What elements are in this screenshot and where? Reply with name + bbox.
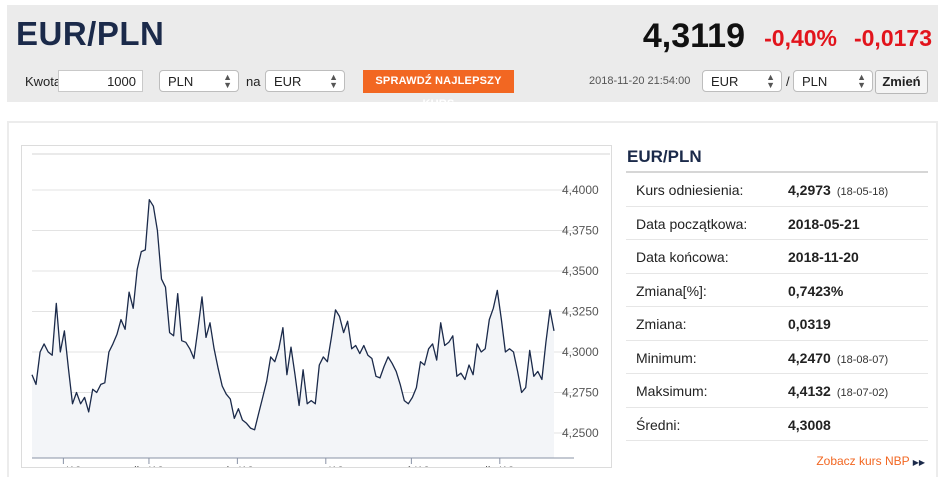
info-label: Średni:: [636, 416, 681, 433]
current-rate: 4,3119: [642, 17, 745, 55]
quote-currency-value: PLN: [802, 74, 828, 89]
info-value-text: 4,3008: [788, 416, 831, 433]
info-title: EUR/PLN: [626, 145, 928, 173]
info-label: Zmiana:: [636, 316, 687, 332]
info-row: Zmiana[%]: 0,7423%: [626, 274, 928, 307]
info-label: Data początkowa:: [636, 215, 748, 232]
y-tick-label: 4,4000: [562, 183, 599, 197]
info-value-text: 0,7423%: [788, 282, 844, 299]
info-table: Kurs odniesienia: 4,2973 (18-05-18) Data po…: [626, 173, 928, 441]
info-label: Maksimum:: [636, 383, 708, 399]
y-tick-label: 4,3500: [562, 264, 599, 278]
to-currency-value: EUR: [274, 74, 302, 89]
info-value: 4,3008: [788, 417, 831, 433]
info-row: Maksimum: 4,4132 (18-07-02): [626, 374, 928, 408]
info-label: Minimum:: [636, 349, 697, 366]
info-value-text: 0,0319: [788, 316, 831, 332]
select-arrows-icon: ▲ ▼: [766, 72, 775, 90]
y-tick-label: 4,3750: [562, 224, 599, 238]
base-currency-value: EUR: [711, 74, 739, 89]
y-tick-label: 4,3250: [562, 305, 599, 319]
info-date: (18-08-07): [836, 353, 889, 366]
pair-separator: /: [786, 74, 790, 89]
x-tick-label: sie '18: [221, 466, 254, 467]
pair-title: EUR/PLN: [16, 15, 165, 52]
change-pair-button[interactable]: Zmień: [875, 70, 928, 94]
info-value-text: 4,4132: [788, 383, 831, 399]
info-panel: EUR/PLN Kurs odniesienia: 4,2973 (18-05-18…: [626, 145, 928, 441]
quote-currency-select[interactable]: PLN ▲ ▼: [793, 70, 873, 92]
info-row: Zmiana: 0,0319: [626, 307, 928, 341]
info-label: Kurs odniesienia:: [636, 182, 744, 198]
amount-label: Kwota: [25, 74, 62, 89]
double-arrow-right-icon: ▶▶: [912, 458, 925, 467]
from-currency-value: PLN: [168, 74, 194, 89]
y-tick-label: 4,2500: [562, 426, 599, 440]
info-row: Kurs odniesienia: 4,2973 (18-05-18): [626, 173, 928, 207]
converter-bar: Kwota 1000 PLN ▲ ▼ na EUR ▲ ▼ SPRAWDŹ NAJL…: [7, 70, 938, 110]
info-value: 4,4132 (18-07-02): [788, 383, 888, 399]
main-panel: 4,2500 4,2750 4,3000 4,3250 4,3500 4,3750 4,40…: [7, 121, 938, 477]
nbp-rate-link[interactable]: Zobacz kurs NBP ▶▶: [816, 454, 925, 468]
info-value: 2018-05-21: [788, 216, 860, 232]
info-value: 4,2470 (18-08-07): [788, 350, 888, 366]
amount-input[interactable]: 1000: [58, 70, 143, 92]
info-value: 0,0319: [788, 316, 831, 332]
x-tick-label: lip '18: [134, 466, 164, 467]
x-tick-label: cze '18: [45, 466, 81, 467]
nbp-rate-link-label: Zobacz kurs NBP: [816, 454, 910, 468]
change-absolute: -0,0173: [853, 25, 932, 51]
y-tick-label: 4,3000: [562, 345, 599, 359]
series-line: [31, 199, 555, 431]
info-row: Data końcowa: 2018-11-20: [626, 240, 928, 274]
series-area: [32, 199, 554, 458]
info-value: 4,2973 (18-05-18): [788, 182, 888, 198]
best-rate-button[interactable]: SPRAWDŹ NAJLEPSZY KURS: [363, 70, 514, 110]
select-arrows-icon: ▲ ▼: [329, 72, 338, 90]
info-date: (18-07-02): [836, 387, 889, 399]
select-arrows-icon: ▲ ▼: [223, 72, 232, 90]
rate-chart-svg: 4,2500 4,2750 4,3000 4,3250 4,3500 4,3750 4,40…: [31, 153, 610, 467]
timestamp: 2018-11-20 21:54:00: [589, 75, 691, 87]
y-tick-label: 4,2750: [562, 386, 599, 400]
info-value-text: 2018-11-20: [788, 249, 859, 265]
info-value-text: 2018-05-21: [788, 215, 860, 232]
info-value: 2018-11-20: [788, 249, 859, 265]
base-currency-select[interactable]: EUR ▲ ▼: [702, 70, 782, 92]
info-label: Data końcowa:: [636, 249, 729, 265]
x-tick-label: paź '18: [393, 466, 430, 467]
select-arrows-icon: ▲ ▼: [857, 72, 866, 90]
to-label: na: [246, 74, 261, 89]
rate-chart[interactable]: 4,2500 4,2750 4,3000 4,3250 4,3500 4,3750 4,40…: [21, 145, 612, 468]
x-tick-label: lis '18: [485, 466, 514, 467]
from-currency-select[interactable]: PLN ▲ ▼: [159, 70, 239, 92]
x-tick-label: wrz '18: [307, 466, 344, 467]
info-row: Data początkowa: 2018-05-21: [626, 207, 928, 240]
to-currency-select[interactable]: EUR ▲ ▼: [265, 70, 345, 92]
info-value-text: 4,2470: [788, 349, 831, 366]
info-row: Minimum: 4,2470 (18-08-07): [626, 341, 928, 374]
info-date: (18-05-18): [836, 186, 889, 198]
info-label: Zmiana[%]:: [636, 282, 707, 299]
quote-header: EUR/PLN 4,3119 -0,40% -0,0173 Kwota 1000…: [7, 5, 938, 110]
info-value: 0,7423%: [788, 283, 843, 299]
info-value-text: 4,2973: [788, 182, 831, 198]
info-row: Średni: 4,3008: [626, 408, 928, 441]
change-percent: -0,40%: [764, 25, 837, 51]
